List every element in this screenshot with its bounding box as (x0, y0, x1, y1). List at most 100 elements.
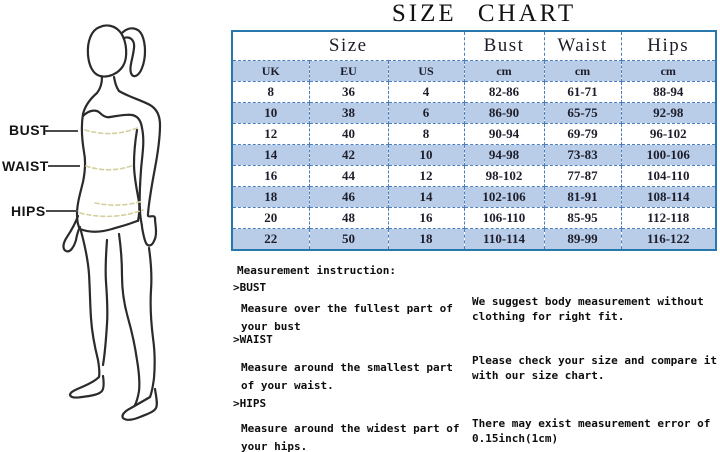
eu-subheader: EU (308, 60, 389, 82)
table-cell: 86-90 (463, 102, 545, 124)
us-subheader: US (387, 60, 465, 82)
hips-instruction-text: Measure around the widest part of your h… (241, 420, 460, 452)
bust-cm-subheader: cm (463, 60, 545, 82)
table-cell: 8 (231, 81, 310, 103)
table-cell: 92-98 (620, 102, 717, 124)
hips-dashed-line (79, 209, 144, 218)
table-row: 8 36 4 82-86 61-71 88-94 (231, 81, 717, 103)
table-cell: 36 (308, 81, 389, 103)
table-cell: 96-102 (620, 123, 717, 145)
table-cell: 38 (308, 102, 389, 124)
table-group-header-row: Size Bust Waist Hips (231, 30, 717, 61)
table-cell: 108-114 (620, 186, 717, 208)
table-cell: 4 (387, 81, 465, 103)
hips-column-header: Hips (620, 30, 717, 61)
table-cell: 112-118 (620, 207, 717, 229)
table-cell: 10 (387, 144, 465, 166)
instruction-line: your bust (241, 320, 301, 333)
figure-body (62, 75, 162, 421)
table-cell: 40 (308, 123, 389, 145)
bust-instruction-text: Measure over the fullest part of your bu… (241, 300, 453, 336)
table-cell: 12 (387, 165, 465, 187)
hips-pointer-line (46, 210, 78, 212)
waist-dashed-line (85, 164, 135, 171)
table-cell: 73-83 (543, 144, 622, 166)
table-cell: 116-122 (620, 228, 717, 250)
table-row: 22 50 18 110-114 89-99 116-122 (231, 228, 717, 250)
hips-upper-dashed-line (94, 200, 144, 206)
waist-column-header: Waist (543, 30, 622, 61)
table-cell: 8 (387, 123, 465, 145)
table-cell: 50 (308, 228, 389, 250)
table-row: 20 48 16 106-110 85-95 112-118 (231, 207, 717, 229)
hips-label: HIPS (11, 203, 46, 219)
table-cell: 22 (231, 228, 310, 250)
table-cell: 12 (231, 123, 310, 145)
table-subheader-row: UK EU US cm cm cm (231, 60, 717, 82)
table-cell: 46 (308, 186, 389, 208)
measurement-dashed-lines (79, 127, 144, 218)
table-row: 18 46 14 102-106 81-91 108-114 (231, 186, 717, 208)
waist-pointer-line (48, 165, 80, 167)
table-cell: 61-71 (543, 81, 622, 103)
table-cell: 48 (308, 207, 389, 229)
waist-label: WAIST (2, 158, 49, 174)
table-row: 10 38 6 86-90 65-75 92-98 (231, 102, 717, 124)
table-cell: 14 (387, 186, 465, 208)
table-cell: 89-99 (543, 228, 622, 250)
instruction-line: Measure over the fullest part of (241, 302, 453, 315)
table-cell: 100-106 (620, 144, 717, 166)
bust-label: BUST (9, 122, 50, 138)
woman-outline-illustration (62, 24, 162, 421)
bust-column-header: Bust (463, 30, 545, 61)
note-measurement-error: There may exist measurement error of 0.1… (472, 416, 710, 446)
table-cell: 90-94 (463, 123, 545, 145)
table-row: 14 42 10 94-98 73-83 100-106 (231, 144, 717, 166)
instruction-line: Measure around the widest part of (241, 422, 460, 435)
note-line: clothing for right fit. (472, 310, 625, 323)
note-line: with our size chart. (472, 369, 605, 382)
figure-head (86, 24, 147, 78)
note-body-measurement: We suggest body measurement without clot… (472, 294, 704, 324)
table-cell: 18 (231, 186, 310, 208)
size-group-header: Size (231, 30, 465, 61)
waist-instruction-label: >WAIST (233, 333, 273, 346)
instruction-line: Measure around the smallest part (241, 361, 453, 374)
table-cell: 102-106 (463, 186, 545, 208)
table-cell: 88-94 (620, 81, 717, 103)
note-line: 0.15inch(1cm) (472, 432, 559, 445)
hips-instruction-label: >HIPS (233, 397, 267, 410)
table-cell: 110-114 (463, 228, 545, 250)
size-chart-table: Size Bust Waist Hips UK EU US cm cm cm 8… (231, 30, 717, 251)
bust-pointer-line (45, 130, 78, 132)
table-cell: 82-86 (463, 81, 545, 103)
table-cell: 106-110 (463, 207, 545, 229)
hips-cm-subheader: cm (620, 60, 717, 82)
instruction-line: your hips. (241, 440, 308, 452)
table-cell: 6 (387, 102, 465, 124)
note-line: We suggest body measurement without (472, 295, 704, 308)
note-check-size: Please check your size and compare it wi… (472, 353, 717, 383)
table-cell: 18 (387, 228, 465, 250)
instruction-line: of your waist. (241, 379, 334, 392)
note-line: There may exist measurement error of (472, 417, 711, 430)
table-cell: 14 (231, 144, 310, 166)
table-cell: 16 (387, 207, 465, 229)
table-cell: 16 (231, 165, 310, 187)
table-cell: 98-102 (463, 165, 545, 187)
table-cell: 85-95 (543, 207, 622, 229)
table-cell: 94-98 (463, 144, 545, 166)
note-line: Please check your size and compare it (472, 354, 718, 367)
table-cell: 10 (231, 102, 310, 124)
table-cell: 69-79 (543, 123, 622, 145)
table-cell: 44 (308, 165, 389, 187)
table-cell: 104-110 (620, 165, 717, 187)
page-title: SIZE CHART (391, 0, 577, 27)
uk-subheader: UK (231, 60, 310, 82)
instructions-heading: Measurement instruction: (237, 264, 396, 277)
table-row: 16 44 12 98-102 77-87 104-110 (231, 165, 717, 187)
bust-instruction-label: >BUST (233, 281, 267, 294)
table-cell: 81-91 (543, 186, 622, 208)
table-cell: 77-87 (543, 165, 622, 187)
